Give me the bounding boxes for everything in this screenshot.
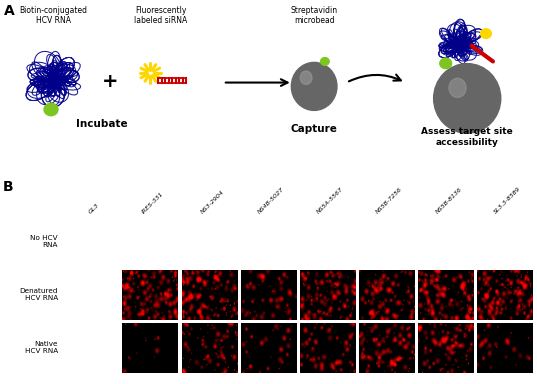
Text: Denatured
HCV RNA: Denatured HCV RNA xyxy=(19,288,58,301)
Text: GL3: GL3 xyxy=(88,202,100,215)
Text: NS5A-5567: NS5A-5567 xyxy=(316,186,345,215)
Text: NS5B-7256: NS5B-7256 xyxy=(375,186,404,215)
Ellipse shape xyxy=(291,62,337,111)
Text: A: A xyxy=(4,4,15,18)
Text: B: B xyxy=(3,180,13,194)
Text: NS4B-5027: NS4B-5027 xyxy=(257,186,286,215)
Text: Fluorescently
labeled siRNA: Fluorescently labeled siRNA xyxy=(134,6,188,25)
Text: Biotin-conjugated
HCV RNA: Biotin-conjugated HCV RNA xyxy=(20,6,88,25)
Text: SL3.3-8589: SL3.3-8589 xyxy=(494,186,522,215)
Text: Capture: Capture xyxy=(291,124,338,134)
Text: Streptavidin
microbead: Streptavidin microbead xyxy=(291,6,338,25)
Ellipse shape xyxy=(449,78,466,98)
Text: Native
HCV RNA: Native HCV RNA xyxy=(25,341,58,354)
Text: No HCV
RNA: No HCV RNA xyxy=(30,235,58,248)
Ellipse shape xyxy=(434,64,501,133)
Circle shape xyxy=(481,29,491,38)
Circle shape xyxy=(440,58,452,69)
Text: NS3-2904: NS3-2904 xyxy=(200,189,225,215)
Text: IRES-331: IRES-331 xyxy=(141,191,165,215)
Circle shape xyxy=(44,103,58,116)
Circle shape xyxy=(321,58,329,65)
Text: NS5B-8136: NS5B-8136 xyxy=(434,186,463,215)
Text: Incubate: Incubate xyxy=(76,119,128,129)
Text: Assess target site
accessibility: Assess target site accessibility xyxy=(422,127,513,147)
Ellipse shape xyxy=(300,71,312,84)
Text: +: + xyxy=(102,72,118,91)
